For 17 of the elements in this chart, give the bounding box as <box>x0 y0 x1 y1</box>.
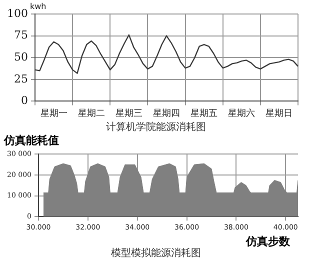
x-tick-label: 星期三 <box>115 108 142 119</box>
x-tick-label: 星期二 <box>78 108 105 119</box>
y-tick-label: 25 <box>14 72 28 86</box>
y-axis-title: kwh <box>30 2 46 11</box>
y-tick-label: 75 <box>14 28 28 42</box>
x-tick-label: 星期五 <box>190 108 218 119</box>
text: 模型模拟能源消耗图 <box>110 248 202 260</box>
x-tick-label: 星期一 <box>40 108 68 119</box>
x-tick-label: 星期四 <box>153 108 180 119</box>
y-tick-label: 50 <box>14 50 28 64</box>
x-tick-label: 星期六 <box>228 108 256 119</box>
x-tick-label: 星期日 <box>266 108 293 119</box>
y-tick-label: 100 <box>6 6 28 20</box>
y-tick-label: 0 <box>20 94 28 108</box>
text: 计算机学院能源消耗图 <box>105 122 207 134</box>
y-axis-title: 仿真能耗值 <box>2 134 60 147</box>
x-axis-title: 仿真步数 <box>244 235 291 248</box>
